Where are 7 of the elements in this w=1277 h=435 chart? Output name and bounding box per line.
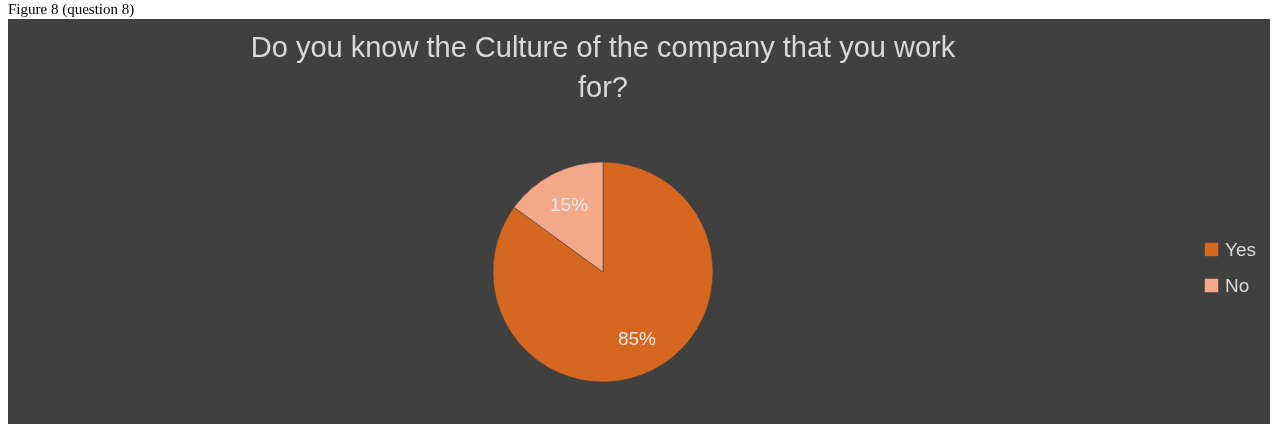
chart-title: Do you know the Culture of the company that you work for? <box>250 31 956 103</box>
legend-label: Yes <box>1225 238 1256 260</box>
caption: Figure 8 (question 8) <box>8 1 135 18</box>
legend-label: No <box>1225 274 1250 296</box>
data-label: 15% <box>550 194 589 216</box>
pie-slice <box>492 161 714 383</box>
data-label: 85% <box>617 327 657 349</box>
